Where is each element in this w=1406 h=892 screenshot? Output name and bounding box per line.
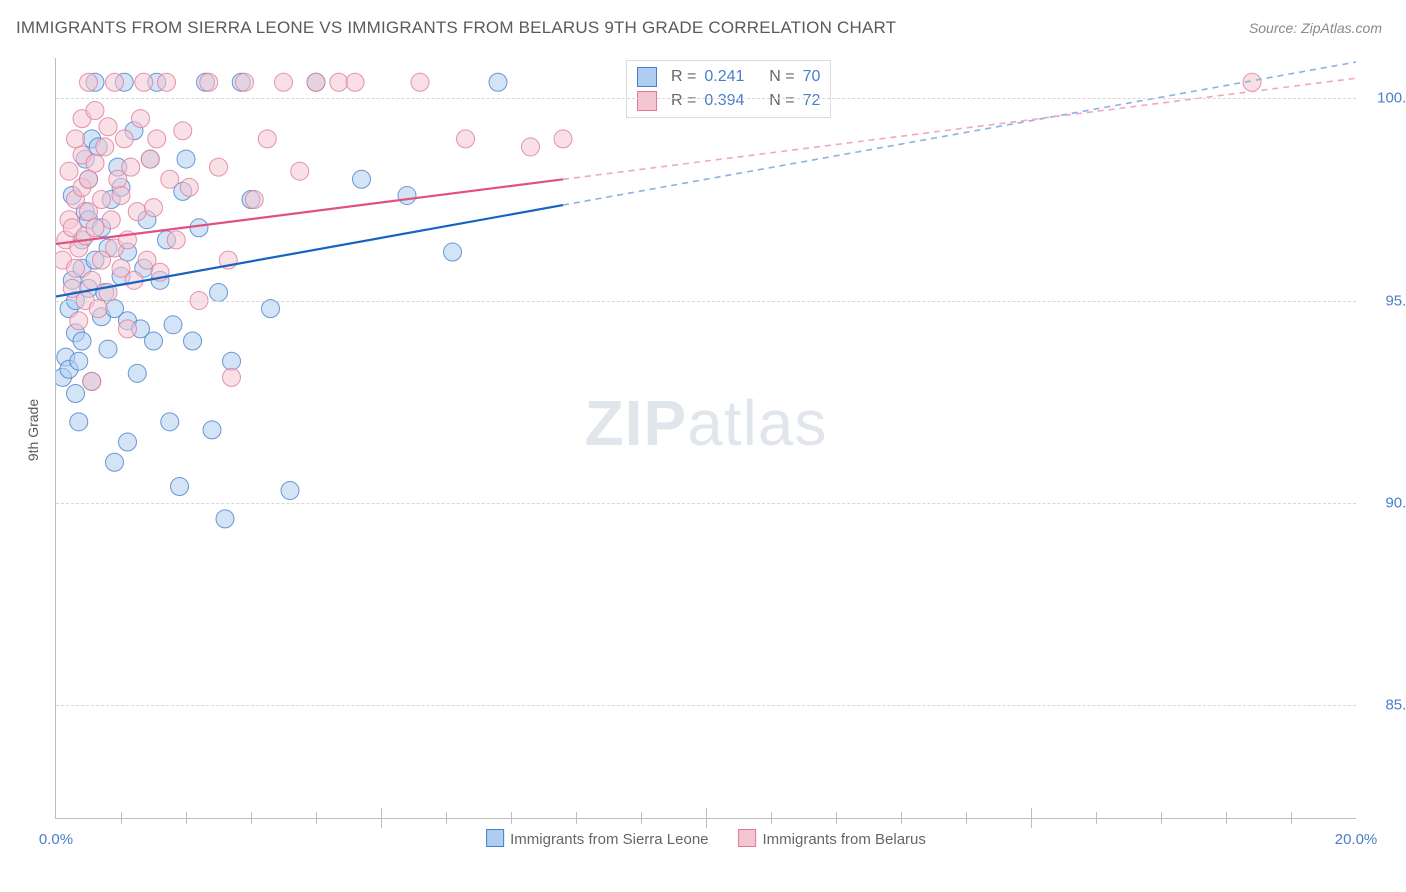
gridline-h <box>56 705 1356 706</box>
x-tick-minor <box>251 812 253 824</box>
chart-container: IMMIGRANTS FROM SIERRA LEONE VS IMMIGRAN… <box>0 0 1406 892</box>
stats-row: R = 0.394 N = 72 <box>637 89 820 113</box>
legend-swatch <box>486 829 504 847</box>
legend-bottom: Immigrants from Sierra Leone Immigrants f… <box>486 829 926 848</box>
legend-item: Immigrants from Sierra Leone <box>486 829 708 848</box>
x-tick-minor <box>901 812 903 824</box>
watermark: ZIPatlas <box>585 386 828 460</box>
x-tick-minor <box>966 812 968 824</box>
x-tick-minor <box>186 812 188 824</box>
y-tick-label: 95.0% <box>1368 292 1406 309</box>
x-tick-major <box>381 808 383 828</box>
y-tick-label: 90.0% <box>1368 494 1406 511</box>
source-attribution: Source: ZipAtlas.com <box>1249 20 1382 36</box>
stats-row: R = 0.241 N = 70 <box>637 65 820 89</box>
x-tick-label: 0.0% <box>39 831 73 848</box>
legend-label: Immigrants from Belarus <box>763 831 926 848</box>
x-tick-major <box>1031 808 1033 828</box>
legend-swatch <box>739 829 757 847</box>
x-tick-minor <box>446 812 448 824</box>
legend-swatch <box>637 91 657 111</box>
gridline-h <box>56 301 1356 302</box>
legend-item: Immigrants from Belarus <box>739 829 926 848</box>
legend-label: Immigrants from Sierra Leone <box>510 831 708 848</box>
gridline-h <box>56 98 1356 99</box>
x-tick-minor <box>771 812 773 824</box>
x-tick-major <box>706 808 708 828</box>
x-tick-minor <box>121 812 123 824</box>
x-tick-minor <box>511 812 513 824</box>
gridline-h <box>56 503 1356 504</box>
x-tick-minor <box>1096 812 1098 824</box>
x-tick-minor <box>1226 812 1228 824</box>
x-tick-minor <box>576 812 578 824</box>
y-tick-label: 85.0% <box>1368 696 1406 713</box>
x-tick-minor <box>316 812 318 824</box>
stats-legend-box: R = 0.241 N = 70R = 0.394 N = 72 <box>626 60 831 118</box>
y-tick-label: 100.0% <box>1368 90 1406 107</box>
x-tick-minor <box>1291 812 1293 824</box>
plot-area: ZIPatlas R = 0.241 N = 70R = 0.394 N = 7… <box>55 58 1356 819</box>
legend-swatch <box>637 67 657 87</box>
x-tick-minor <box>836 812 838 824</box>
x-tick-minor <box>1161 812 1163 824</box>
x-tick-minor <box>641 812 643 824</box>
x-tick-label: 20.0% <box>1335 831 1378 848</box>
chart-title: IMMIGRANTS FROM SIERRA LEONE VS IMMIGRAN… <box>16 18 896 38</box>
y-axis-label: 9th Grade <box>25 399 41 461</box>
